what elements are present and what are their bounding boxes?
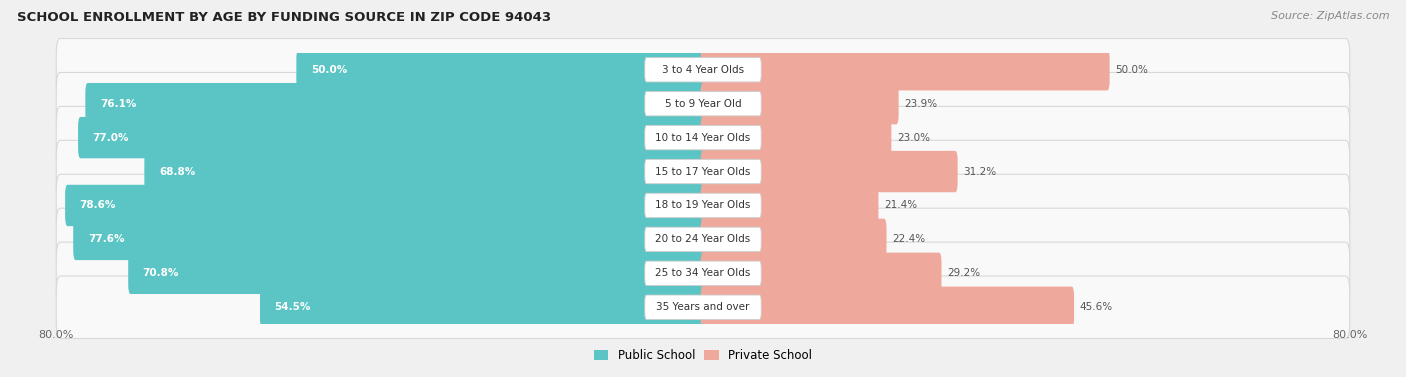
- Text: 25 to 34 Year Olds: 25 to 34 Year Olds: [655, 268, 751, 278]
- Text: Source: ZipAtlas.com: Source: ZipAtlas.com: [1271, 11, 1389, 21]
- FancyBboxPatch shape: [700, 287, 1074, 328]
- Text: 29.2%: 29.2%: [948, 268, 980, 278]
- Text: SCHOOL ENROLLMENT BY AGE BY FUNDING SOURCE IN ZIP CODE 94043: SCHOOL ENROLLMENT BY AGE BY FUNDING SOUR…: [17, 11, 551, 24]
- FancyBboxPatch shape: [645, 193, 761, 218]
- FancyBboxPatch shape: [65, 185, 706, 226]
- FancyBboxPatch shape: [645, 227, 761, 251]
- FancyBboxPatch shape: [56, 38, 1350, 101]
- Text: 18 to 19 Year Olds: 18 to 19 Year Olds: [655, 201, 751, 210]
- FancyBboxPatch shape: [700, 219, 887, 260]
- Text: 77.6%: 77.6%: [87, 234, 124, 244]
- Text: 23.0%: 23.0%: [897, 133, 929, 143]
- FancyBboxPatch shape: [297, 49, 706, 90]
- FancyBboxPatch shape: [700, 49, 1109, 90]
- FancyBboxPatch shape: [56, 106, 1350, 169]
- FancyBboxPatch shape: [73, 219, 706, 260]
- Text: 78.6%: 78.6%: [80, 201, 117, 210]
- FancyBboxPatch shape: [645, 126, 761, 150]
- Text: 31.2%: 31.2%: [963, 167, 997, 176]
- FancyBboxPatch shape: [645, 159, 761, 184]
- Legend: Public School, Private School: Public School, Private School: [589, 345, 817, 367]
- Text: 76.1%: 76.1%: [100, 99, 136, 109]
- Text: 21.4%: 21.4%: [884, 201, 917, 210]
- FancyBboxPatch shape: [128, 253, 706, 294]
- FancyBboxPatch shape: [700, 253, 942, 294]
- Text: 15 to 17 Year Olds: 15 to 17 Year Olds: [655, 167, 751, 176]
- FancyBboxPatch shape: [56, 276, 1350, 339]
- Text: 22.4%: 22.4%: [893, 234, 925, 244]
- Text: 70.8%: 70.8%: [143, 268, 179, 278]
- FancyBboxPatch shape: [260, 287, 706, 328]
- FancyBboxPatch shape: [56, 72, 1350, 135]
- FancyBboxPatch shape: [700, 151, 957, 192]
- FancyBboxPatch shape: [645, 58, 761, 82]
- Text: 5 to 9 Year Old: 5 to 9 Year Old: [665, 99, 741, 109]
- FancyBboxPatch shape: [700, 185, 879, 226]
- Text: 68.8%: 68.8%: [159, 167, 195, 176]
- FancyBboxPatch shape: [56, 174, 1350, 237]
- Text: 35 Years and over: 35 Years and over: [657, 302, 749, 312]
- Text: 10 to 14 Year Olds: 10 to 14 Year Olds: [655, 133, 751, 143]
- Text: 50.0%: 50.0%: [1115, 65, 1149, 75]
- FancyBboxPatch shape: [79, 117, 706, 158]
- Text: 50.0%: 50.0%: [311, 65, 347, 75]
- Text: 3 to 4 Year Olds: 3 to 4 Year Olds: [662, 65, 744, 75]
- FancyBboxPatch shape: [86, 83, 706, 124]
- Text: 54.5%: 54.5%: [274, 302, 311, 312]
- FancyBboxPatch shape: [645, 261, 761, 285]
- FancyBboxPatch shape: [56, 242, 1350, 305]
- Text: 20 to 24 Year Olds: 20 to 24 Year Olds: [655, 234, 751, 244]
- FancyBboxPatch shape: [700, 83, 898, 124]
- FancyBboxPatch shape: [56, 140, 1350, 203]
- Text: 45.6%: 45.6%: [1080, 302, 1114, 312]
- Text: 77.0%: 77.0%: [93, 133, 129, 143]
- Text: 23.9%: 23.9%: [904, 99, 938, 109]
- FancyBboxPatch shape: [56, 208, 1350, 271]
- FancyBboxPatch shape: [645, 295, 761, 319]
- FancyBboxPatch shape: [645, 92, 761, 116]
- FancyBboxPatch shape: [145, 151, 706, 192]
- FancyBboxPatch shape: [700, 117, 891, 158]
